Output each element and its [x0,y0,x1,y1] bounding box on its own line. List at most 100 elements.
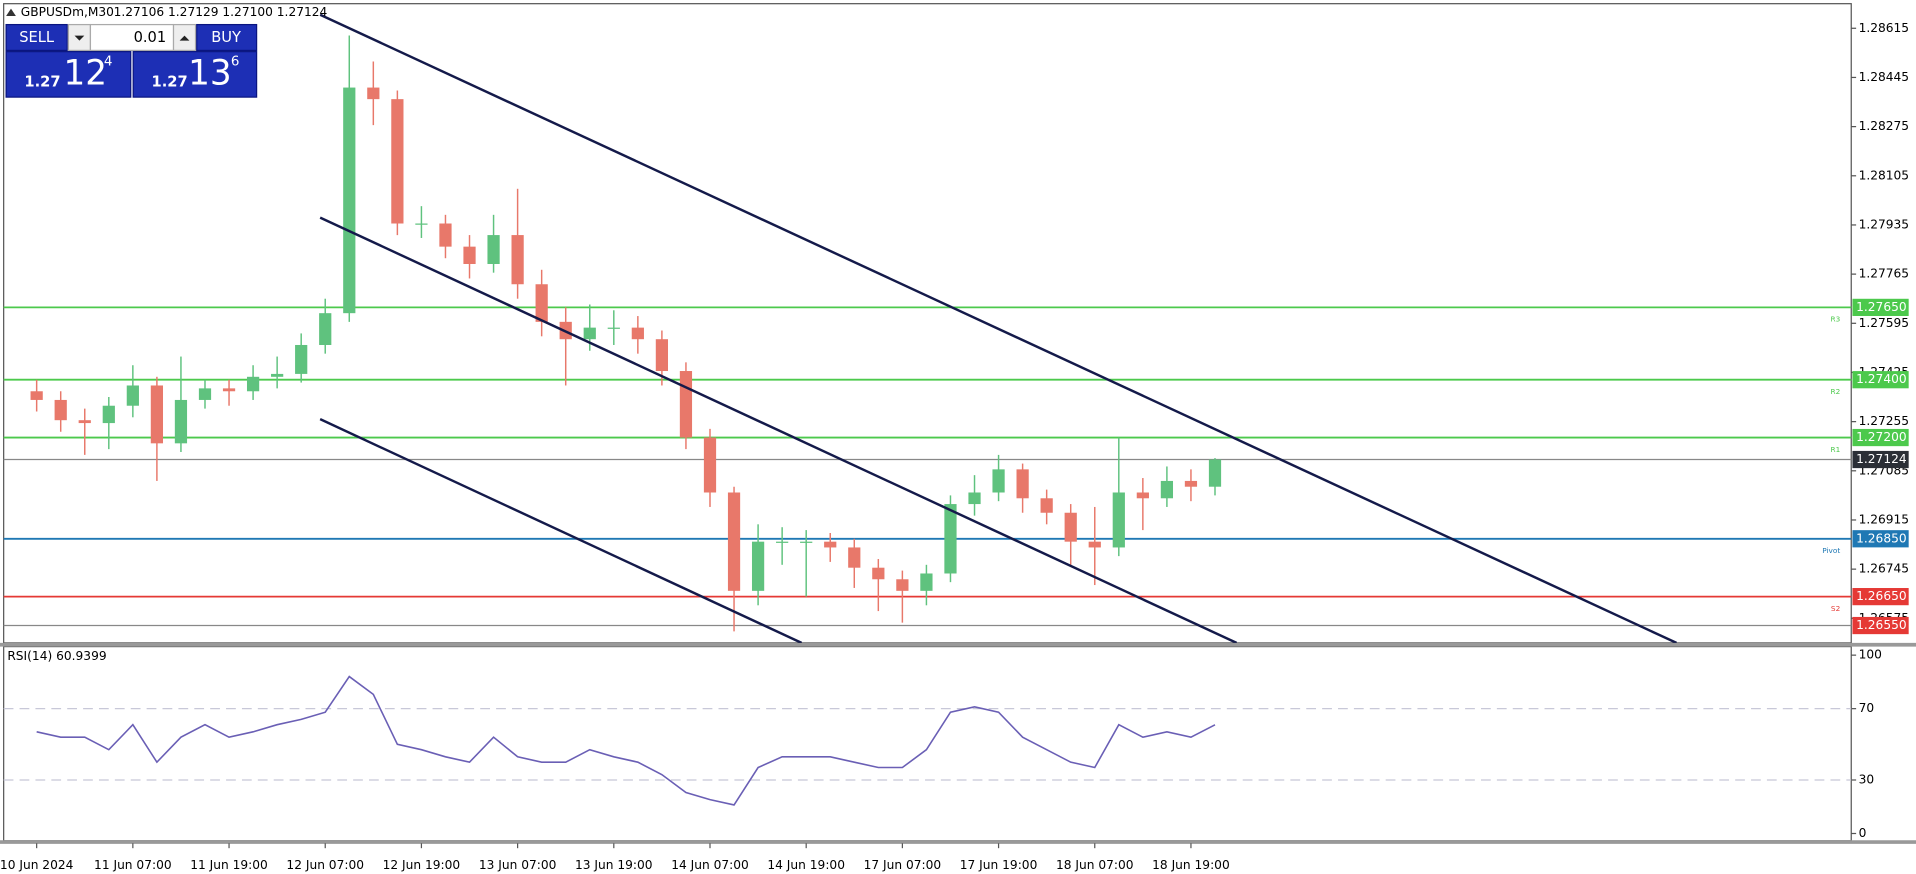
candle-body [776,541,789,543]
candle-body [319,313,332,345]
collapse-icon[interactable] [6,8,16,16]
candle-body [367,87,380,100]
candle-body [1184,480,1198,487]
sell-label: SELL [19,29,55,46]
candle-body [631,327,644,340]
sell-price-big: 1.27 [24,73,60,90]
level-label-box [1852,530,1909,548]
candle-body [415,223,428,225]
y-tick-label: 1.26915 [1859,512,1910,526]
level-tag: R2 [1830,387,1840,396]
arrow-up [179,35,190,41]
candle-body [343,87,356,314]
y-tick-label: 1.27255 [1859,414,1910,428]
y-tick-label: 1.26745 [1859,562,1910,576]
candle-body [751,541,765,591]
candle-body [487,235,500,265]
candle-body [968,492,981,505]
candle-body [800,541,813,543]
buy-label: BUY [211,29,241,46]
y-tick-label: 1.28615 [1859,21,1910,35]
y-tick-label: 1.28445 [1859,70,1910,84]
rsi-line [36,675,1216,806]
x-tick-label: 14 Jun 07:00 [671,858,749,872]
x-tick-label: 13 Jun 19:00 [575,858,653,872]
sell-price-pips: 12 [64,53,108,93]
candle-body [607,327,620,329]
candle-body [583,327,596,340]
sell-price-box[interactable] [5,51,132,98]
candle-body [54,399,67,421]
candle-body [1040,498,1053,513]
trend-line [319,216,1238,643]
trend-line [319,418,803,643]
candle-body [246,376,260,392]
buy-price-pips: 13 [188,53,232,93]
chart-title: GBPUSDm,M30 [21,5,114,19]
candle-body [150,385,164,444]
x-tick-label: 11 Jun 07:00 [94,858,172,872]
x-tick-label: 17 Jun 19:00 [960,858,1038,872]
sell-button[interactable] [5,23,68,52]
trend-line [319,13,1678,643]
level-label: 1.27124 [1856,452,1907,466]
level-label-box [1852,588,1909,606]
y-tick-label: 0 [1859,826,1867,840]
level-label: 1.27200 [1856,430,1907,444]
candle-body [1064,512,1077,542]
chart-subtitle: 1.27106 1.27129 1.27100 1.27124 [114,5,328,19]
level-tag: Pivot [1822,546,1840,555]
y-tick-label: 70 [1859,701,1875,715]
x-tick-label: 14 Jun 19:00 [767,858,845,872]
y-tick-label: 1.27595 [1859,316,1910,330]
level-label-box [1852,371,1909,389]
level-label: 1.26850 [1856,531,1907,545]
x-tick-label: 18 Jun 19:00 [1152,858,1230,872]
candle-body [655,339,669,372]
candle-body [463,246,476,265]
candle-body [944,504,957,574]
candle-body [271,373,284,377]
x-tick-label: 12 Jun 19:00 [383,858,461,872]
trade-panel: SELL 0.01 BUY 1.27 12 4 1.27 13 6 [5,23,258,98]
candle-body [824,541,837,548]
channel [319,13,1678,643]
x-tick-label: 13 Jun 07:00 [479,858,557,872]
lot-input[interactable] [89,23,175,52]
candle-body [896,579,909,591]
candle-body [727,492,741,591]
candle-body [222,388,236,392]
y-tick-label: 1.28105 [1859,168,1910,182]
candle-body [1136,492,1149,499]
candle-body [198,388,212,400]
candle-body [992,469,1005,493]
x-tick-label: 17 Jun 07:00 [864,858,942,872]
level-tag: S2 [1831,604,1840,613]
level-label-box [1852,298,1909,316]
x-tick-label: 10 Jun 2024 [0,858,74,872]
candle-body [848,547,861,568]
candle-body [102,405,115,424]
arrow-down [74,35,85,41]
candle-body [295,344,308,374]
candle-body [1016,469,1029,499]
level-label-box [1852,616,1909,635]
level-label: 1.26550 [1856,618,1907,632]
buy-button[interactable] [196,23,258,52]
buy-price-box[interactable] [132,51,258,98]
candle-body [126,385,139,406]
candle-body [535,284,548,322]
level-label-box [1852,428,1909,447]
candle-body [703,437,717,493]
candle-body [1208,459,1222,487]
candle-body [1112,492,1125,548]
level-label: 1.27650 [1856,300,1907,314]
y-tick-label: 1.28275 [1859,119,1910,133]
candle-body [1160,480,1174,499]
candle-body [920,573,933,591]
x-tick-label: 12 Jun 07:00 [286,858,364,872]
candle-body [391,99,404,224]
y-tick-label: 100 [1859,648,1882,662]
sell-price-frac: 4 [104,53,113,69]
level-label-box [1852,450,1909,469]
